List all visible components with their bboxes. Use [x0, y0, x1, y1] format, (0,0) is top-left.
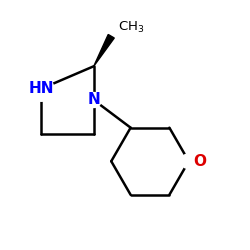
Text: N: N: [88, 92, 100, 108]
Text: CH$_3$: CH$_3$: [118, 20, 144, 35]
Text: HN: HN: [28, 81, 54, 96]
Circle shape: [86, 92, 101, 108]
Text: O: O: [193, 154, 206, 169]
Polygon shape: [94, 34, 114, 66]
Circle shape: [181, 154, 196, 169]
Circle shape: [29, 76, 54, 101]
